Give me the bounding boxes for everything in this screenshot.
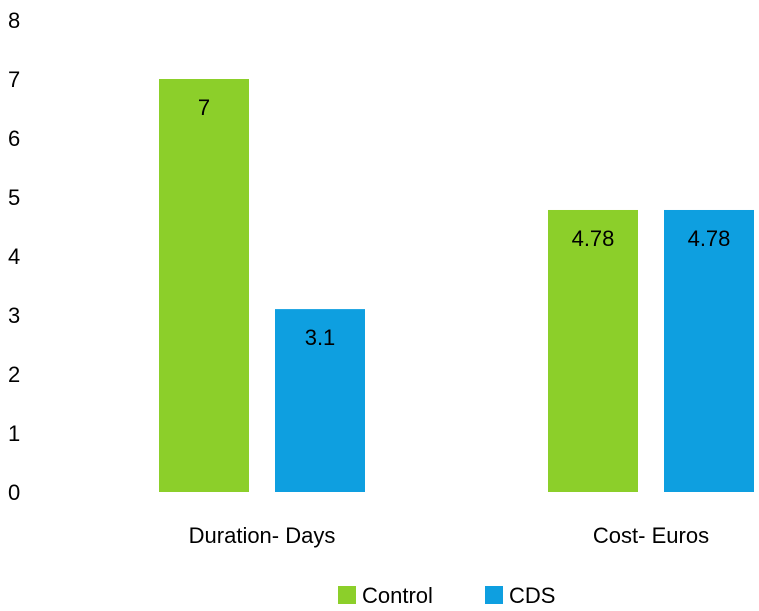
y-tick-label: 0: [8, 480, 20, 505]
x-category-label: Duration- Days: [189, 523, 336, 548]
bar-control-0: [159, 79, 249, 492]
y-axis: 0 1 2 3 4 5 6 7 8: [8, 8, 20, 505]
data-label: 7: [198, 95, 210, 120]
legend-label-cds: CDS: [509, 583, 555, 608]
y-tick-label: 5: [8, 185, 20, 210]
y-tick-label: 2: [8, 362, 20, 387]
data-labels: 7 3.1 4.78 4.78: [198, 95, 731, 350]
bar-control-1: [548, 209, 638, 493]
legend-swatch-control: [338, 586, 356, 604]
bar-cds-1: [664, 209, 754, 493]
data-label: 4.78: [572, 226, 615, 251]
y-tick-label: 6: [8, 126, 20, 151]
y-tick-label: 1: [8, 421, 20, 446]
bars: [159, 79, 754, 493]
legend-swatch-cds: [485, 586, 503, 604]
legend-label-control: Control: [362, 583, 433, 608]
x-axis: Duration- Days Cost- Euros: [189, 523, 709, 548]
bar-cds-0: [275, 309, 365, 492]
y-tick-label: 4: [8, 244, 20, 269]
x-category-label: Cost- Euros: [593, 523, 709, 548]
y-tick-label: 3: [8, 303, 20, 328]
y-tick-label: 8: [8, 8, 20, 33]
data-label: 3.1: [305, 325, 336, 350]
data-label: 4.78: [688, 226, 731, 251]
y-tick-label: 7: [8, 67, 20, 92]
legend: Control CDS: [338, 583, 555, 608]
